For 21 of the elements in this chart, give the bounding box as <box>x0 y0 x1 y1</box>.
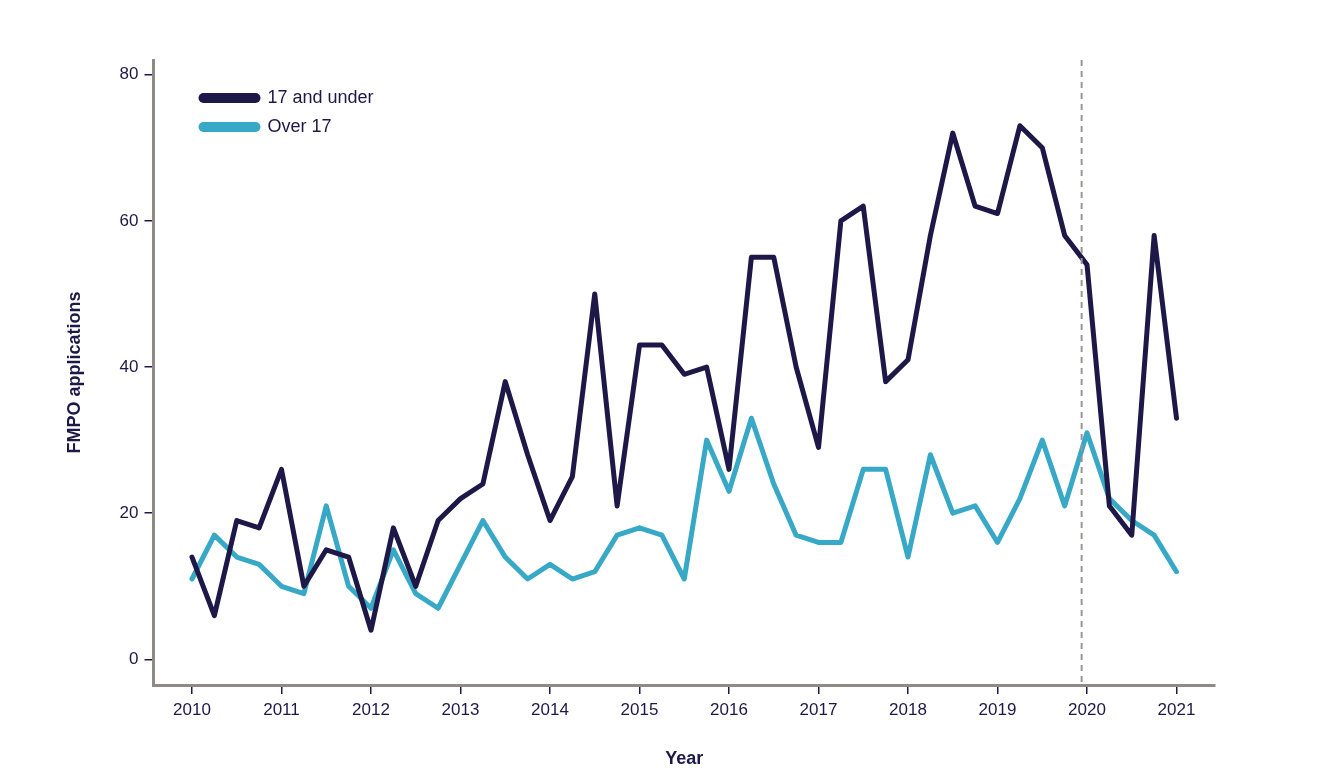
x-tick-label: 2018 <box>889 699 927 719</box>
x-tick-label: 2011 <box>263 699 300 719</box>
x-tick-label: 2010 <box>173 699 211 719</box>
x-tick-label: 2015 <box>620 699 659 719</box>
y-tick-label: 0 <box>129 649 139 669</box>
y-tick-label: 20 <box>119 502 139 522</box>
y-tick-label: 60 <box>119 210 139 230</box>
legend-label: Over 17 <box>267 115 332 136</box>
x-tick-label: 2017 <box>799 699 838 719</box>
x-tick-label: 2021 <box>1157 699 1196 719</box>
legend-label: 17 and under <box>267 86 374 107</box>
x-tick-label: 2014 <box>531 699 569 719</box>
x-tick-label: 2020 <box>1068 699 1106 719</box>
x-axis-title: Year <box>665 748 704 769</box>
y-axis-title: FMPO applications <box>63 291 84 454</box>
x-tick-label: 2012 <box>352 699 390 719</box>
x-tick-label: 2013 <box>441 699 480 719</box>
x-tick-label: 2016 <box>710 699 748 719</box>
y-tick-label: 80 <box>119 64 139 84</box>
y-tick-label: 40 <box>119 356 139 376</box>
x-tick-label: 2019 <box>978 699 1017 719</box>
